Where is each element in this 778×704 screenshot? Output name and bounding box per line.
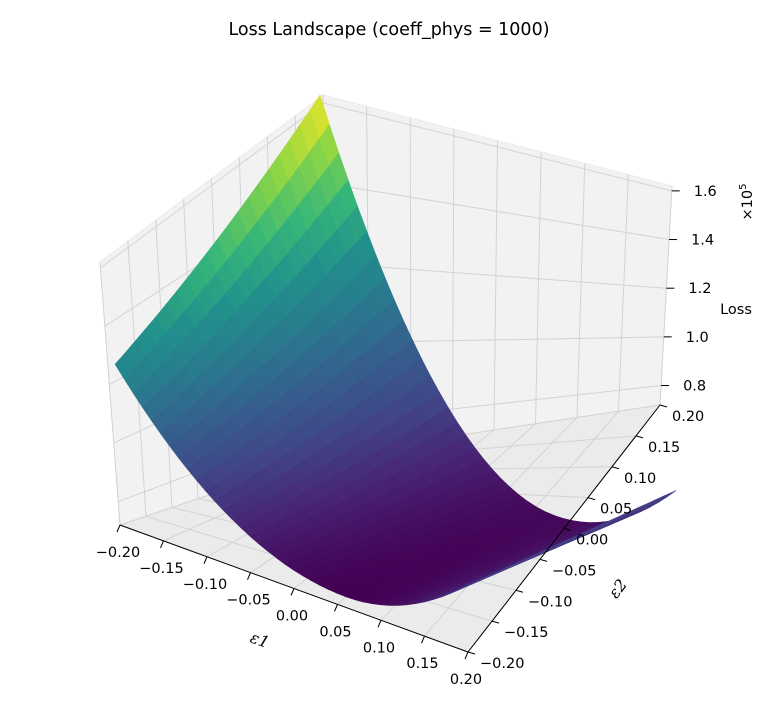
x-tick-label: 0.00 <box>276 609 308 625</box>
x-tick-mark <box>464 651 469 660</box>
grid-back-x <box>535 151 542 424</box>
surface-patch <box>656 490 677 502</box>
tick-marks: −0.20−0.15−0.10−0.050.000.050.100.150.20… <box>96 184 717 688</box>
grid-back-x <box>618 174 629 412</box>
x-tick-label: −0.10 <box>183 577 227 593</box>
grid-back-x <box>493 140 498 431</box>
z-tick-label: 1.6 <box>694 184 717 200</box>
z-tick-label: 0.8 <box>683 379 706 395</box>
grid-back-x <box>576 163 586 418</box>
z-axis-multiplier: ×105 <box>738 184 756 221</box>
surface-patch <box>459 580 479 590</box>
x-tick-mark <box>203 556 208 564</box>
x-tick-label: −0.15 <box>139 561 183 577</box>
x-tick-mark <box>334 604 338 612</box>
y-tick-label: 0.10 <box>624 471 656 487</box>
x-tick-mark <box>160 540 164 549</box>
x-tick-label: 0.15 <box>406 656 438 672</box>
chart-title: Loss Landscape (coeff_phys = 1000) <box>228 20 549 40</box>
surface-patch <box>646 494 666 507</box>
z-tick-label: 1.2 <box>688 281 711 297</box>
y-tick-label: 0.15 <box>648 440 680 456</box>
x-tick-label: −0.20 <box>96 545 140 561</box>
x-tick-mark <box>116 524 121 533</box>
y-tick-mark <box>659 404 668 408</box>
x-tick-mark <box>290 588 295 596</box>
z-axis-label: Loss <box>720 302 752 318</box>
x-tick-mark <box>377 620 382 628</box>
y-tick-label: 0.05 <box>600 502 632 518</box>
x-axis-label: ε1 <box>248 628 272 652</box>
grid-left-y <box>99 261 121 526</box>
y-tick-mark <box>539 558 548 562</box>
z-tick-label: 1.4 <box>691 233 714 249</box>
x-tick-label: 0.10 <box>363 640 395 656</box>
y-tick-label: −0.15 <box>504 625 548 641</box>
y-tick-label: 0.20 <box>672 409 704 425</box>
grid-back-x <box>452 129 455 437</box>
y-tick-label: −0.20 <box>480 656 524 672</box>
loss-surface <box>114 94 677 606</box>
grid-z <box>100 102 672 269</box>
y-tick-mark <box>611 466 620 470</box>
y-tick-mark <box>491 620 500 624</box>
y-tick-label: −0.10 <box>528 594 572 610</box>
y-tick-mark <box>563 528 572 531</box>
x-tick-mark <box>421 635 425 644</box>
z-tick-label: 1.0 <box>686 330 709 346</box>
x-tick-label: 0.20 <box>450 672 482 688</box>
y-tick-mark <box>587 497 596 501</box>
y-tick-mark <box>635 435 644 439</box>
grid-back-x <box>659 185 673 406</box>
y-tick-mark <box>515 589 524 593</box>
y-tick-label: 0.00 <box>576 533 608 549</box>
y-tick-mark <box>467 651 476 655</box>
y-tick-label: −0.05 <box>552 563 596 579</box>
x-tick-mark <box>247 572 251 580</box>
y-axis-label: ε2 <box>604 575 631 601</box>
x-tick-label: 0.05 <box>319 624 351 640</box>
x-tick-label: −0.05 <box>226 593 270 609</box>
